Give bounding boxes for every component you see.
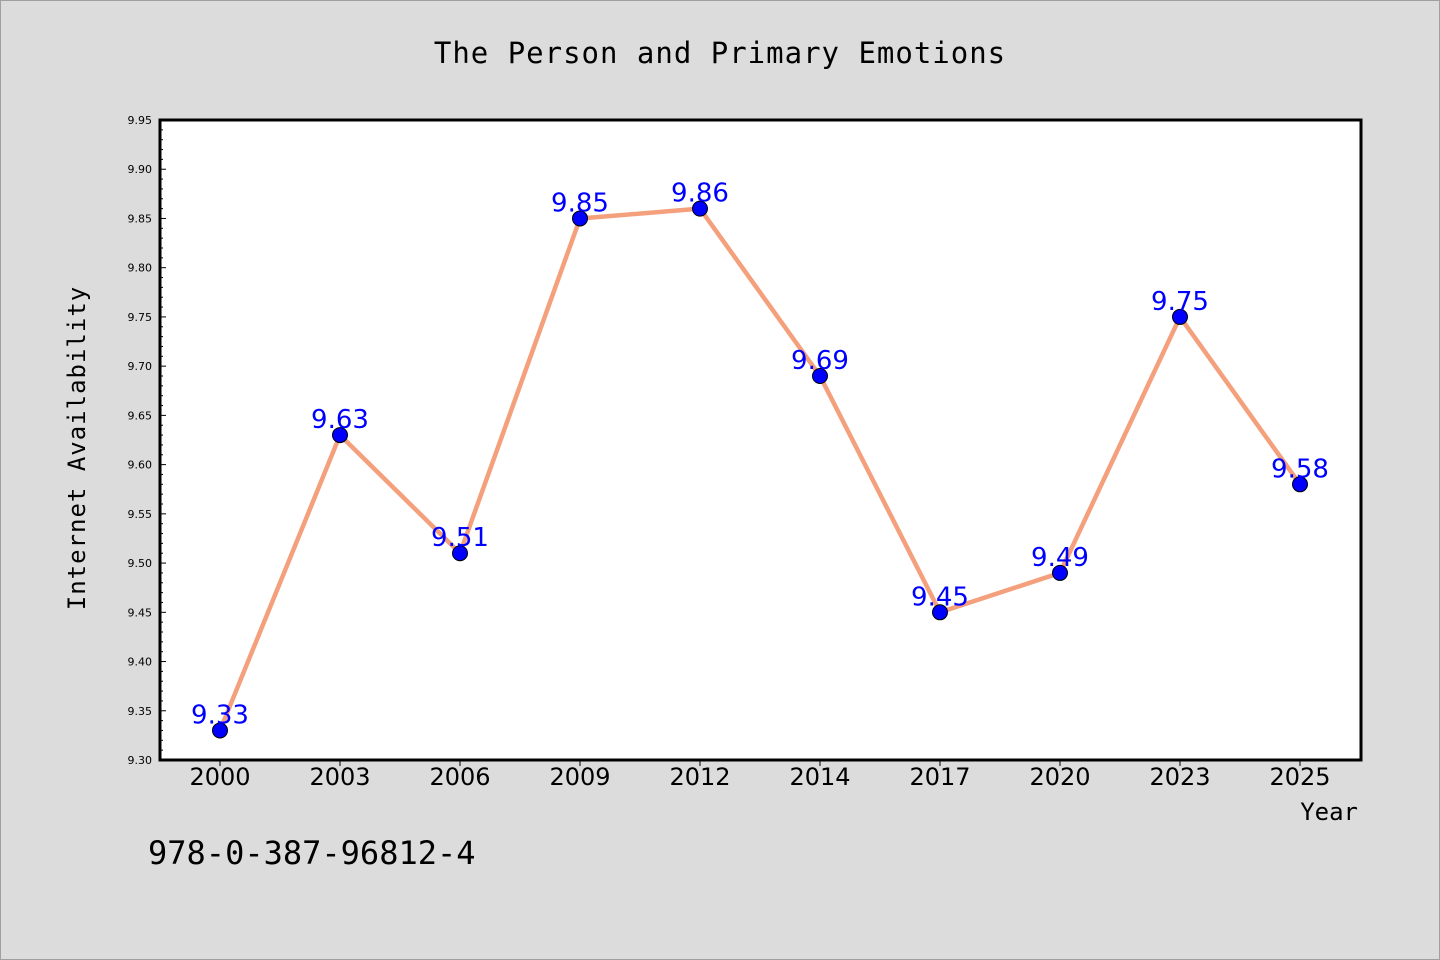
x-tick-label: 2009 [549, 763, 610, 791]
data-point [572, 210, 588, 227]
y-tick-label: 9.90 [128, 163, 153, 176]
y-tick-label: 9.30 [128, 754, 153, 767]
y-axis: 9.30 9.35 9.40 9.45 9.50 9.55 9.60 9.65 9.70 9.75… [128, 114, 166, 767]
data-point [1292, 476, 1308, 493]
y-tick-label: 9.40 [128, 656, 153, 669]
x-tick-label: 2020 [1029, 763, 1090, 791]
x-tick-label: 2014 [789, 763, 850, 791]
data-point [332, 427, 348, 444]
x-tick-label: 2025 [1269, 763, 1330, 791]
data-label: 9.58 [1271, 454, 1329, 484]
x-tick-label: 2006 [429, 763, 490, 791]
data-series [212, 200, 1308, 739]
data-point [452, 545, 468, 562]
y-tick-label: 9.60 [128, 459, 153, 472]
x-tick-label: 2003 [309, 763, 370, 791]
data-label: 9.85 [551, 188, 609, 218]
data-label: 9.69 [791, 346, 849, 376]
y-tick-label: 9.85 [128, 212, 153, 225]
y-tick-label: 9.80 [128, 262, 153, 275]
x-axis: 2000 2003 2006 2009 2012 2014 2017 2020 2023 2025 [189, 760, 1331, 791]
x-axis-label: Year [1300, 798, 1358, 826]
plot-area [158, 118, 1363, 762]
data-point [1052, 564, 1068, 581]
y-tick-label: 9.45 [128, 606, 153, 619]
y-tick-label: 9.65 [128, 409, 153, 422]
data-point [692, 200, 708, 217]
y-tick-label: 9.70 [128, 360, 153, 373]
x-tick-label: 2017 [909, 763, 970, 791]
y-tick-label: 9.55 [128, 508, 153, 521]
data-label: 9.86 [671, 179, 729, 209]
chart-title: The Person and Primary Emotions [434, 36, 1006, 70]
data-label: 9.75 [1151, 287, 1209, 317]
data-point [212, 722, 228, 739]
data-label: 9.33 [191, 700, 249, 730]
y-axis-label: Internet Availability [63, 286, 91, 610]
data-point [1172, 308, 1188, 325]
data-label: 9.51 [431, 523, 489, 553]
y-tick-label: 9.95 [128, 114, 153, 127]
series-line [217, 206, 1302, 732]
x-tick-label: 2012 [669, 763, 730, 791]
x-tick-label: 2023 [1149, 763, 1210, 791]
data-point [812, 368, 828, 384]
data-label: 9.63 [311, 405, 369, 435]
isbn-annotation: 978-0-387-96812-4 [148, 834, 476, 872]
y-tick-label: 9.50 [128, 557, 153, 570]
y-tick-label: 9.75 [128, 311, 153, 324]
data-label: 9.49 [1031, 543, 1089, 573]
x-tick-label: 2000 [189, 763, 250, 791]
data-point [932, 604, 948, 621]
data-labels: 9.33 9.63 9.51 9.85 9.86 9.69 9.45 9.49 9.75 9.58 [191, 179, 1329, 731]
y-tick-label: 9.35 [128, 705, 153, 718]
data-label: 9.45 [911, 582, 969, 612]
